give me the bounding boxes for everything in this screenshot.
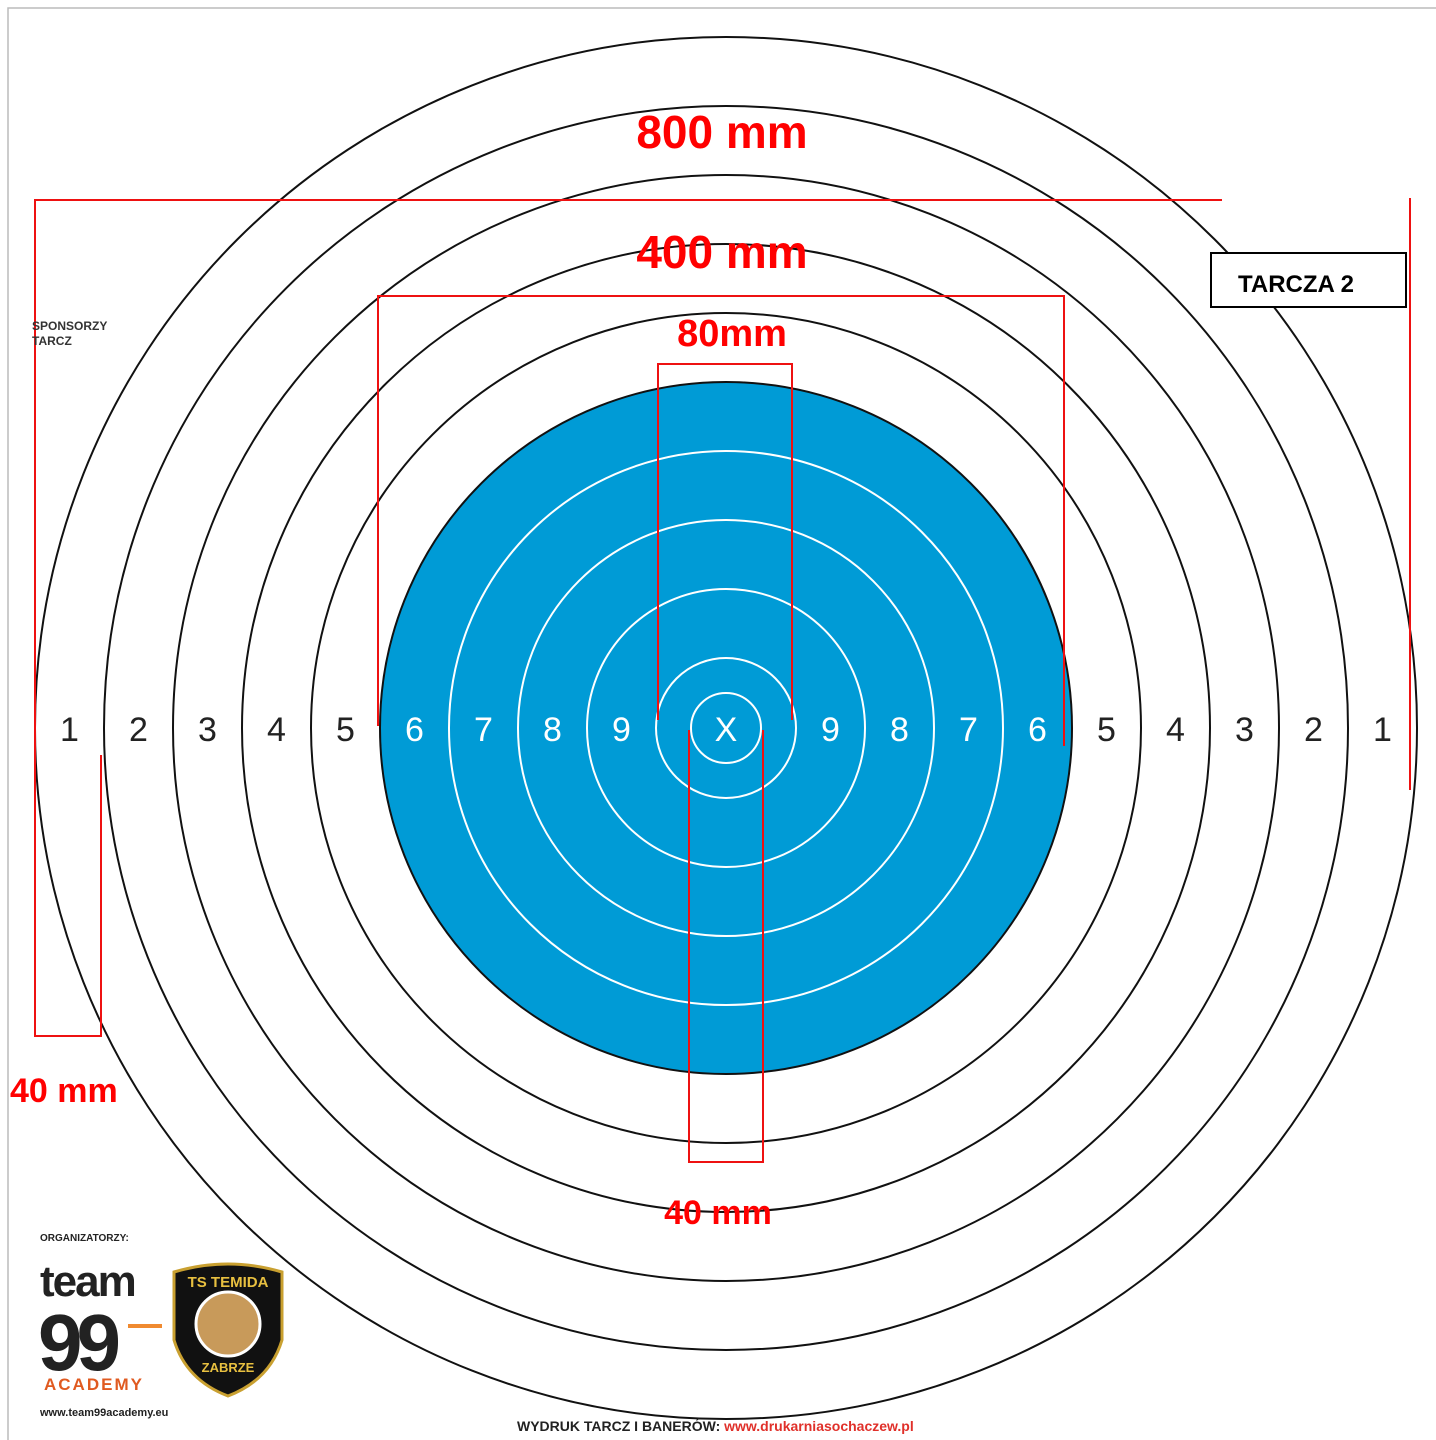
footer: WYDRUK TARCZ I BANERÓW: www.drukarniasoc… — [517, 1417, 914, 1434]
ring-number: 5 — [1097, 711, 1116, 749]
dim-inner — [657, 363, 793, 720]
dimension-lines — [34, 198, 1411, 1163]
ring-number: 8 — [890, 711, 909, 749]
rings — [34, 36, 1418, 1420]
ring — [103, 105, 1349, 1351]
ring-number: 8 — [543, 711, 562, 749]
ring-number: 1 — [1373, 711, 1392, 749]
ring-number: 2 — [1304, 711, 1323, 749]
logo-text: team — [40, 1257, 135, 1306]
logo-text: 99 — [38, 1298, 118, 1387]
organizers: ORGANIZATORZY: — [40, 1233, 129, 1244]
dim-label: 800 mm — [636, 106, 807, 158]
ring-labels: 1 1 2 2 3 3 4 4 5 5 6 6 7 7 8 8 9 9 X — [60, 711, 1392, 749]
ring-number: 4 — [267, 711, 286, 749]
label-box — [1210, 252, 1407, 308]
ring-number: 3 — [198, 711, 217, 749]
dim-label: 40 mm — [664, 1194, 772, 1232]
ring-number: 7 — [474, 711, 493, 749]
dim-outer — [34, 199, 1222, 1037]
ring-number: 5 — [336, 711, 355, 749]
dim-label: 80mm — [677, 313, 787, 355]
logo-text: ACADEMY — [44, 1375, 144, 1394]
page-border — [7, 7, 1436, 1440]
ring — [517, 519, 935, 937]
logo-club: TS TEMIDA ZABRZE — [172, 1262, 284, 1398]
ring-number: 2 — [129, 711, 148, 749]
dim-label: 400 mm — [636, 226, 807, 278]
ring — [690, 692, 762, 764]
ring-number: 9 — [612, 711, 631, 749]
target-label: TARCZA 2 — [1238, 271, 1354, 298]
ring — [241, 243, 1211, 1213]
blue-zone — [379, 381, 1073, 1075]
dim-label: 40 mm — [10, 1072, 118, 1110]
ring-number: 3 — [1235, 711, 1254, 749]
footer-prefix: WYDRUK TARCZ I BANERÓW: — [517, 1417, 720, 1434]
dim-middle — [377, 295, 1065, 746]
center-label: X — [715, 711, 738, 749]
ring-number: 7 — [959, 711, 978, 749]
logo-text: TS TEMIDA — [188, 1274, 269, 1291]
ring — [448, 450, 1004, 1006]
dim-center — [688, 730, 764, 1163]
ring — [310, 312, 1142, 1144]
ring-number: 1 — [60, 711, 79, 749]
ring-number: 6 — [405, 711, 424, 749]
ring — [586, 588, 866, 868]
shield-emblem — [194, 1290, 262, 1358]
logo-url: www.team99academy.eu — [39, 1407, 168, 1419]
ring — [172, 174, 1280, 1282]
sponsors: TARCZ — [32, 334, 72, 348]
ring — [655, 657, 797, 799]
footer-url: www.drukarniasochaczew.pl — [723, 1418, 914, 1434]
ring-number: 6 — [1028, 711, 1047, 749]
logo-text: ZABRZE — [202, 1360, 255, 1375]
ring-number: 4 — [1166, 711, 1185, 749]
logo-team99: team 99 ACADEMY www.team99academy.eu — [38, 1257, 168, 1419]
sponsors: SPONSORZY — [32, 319, 107, 333]
ring-number: 9 — [821, 711, 840, 749]
